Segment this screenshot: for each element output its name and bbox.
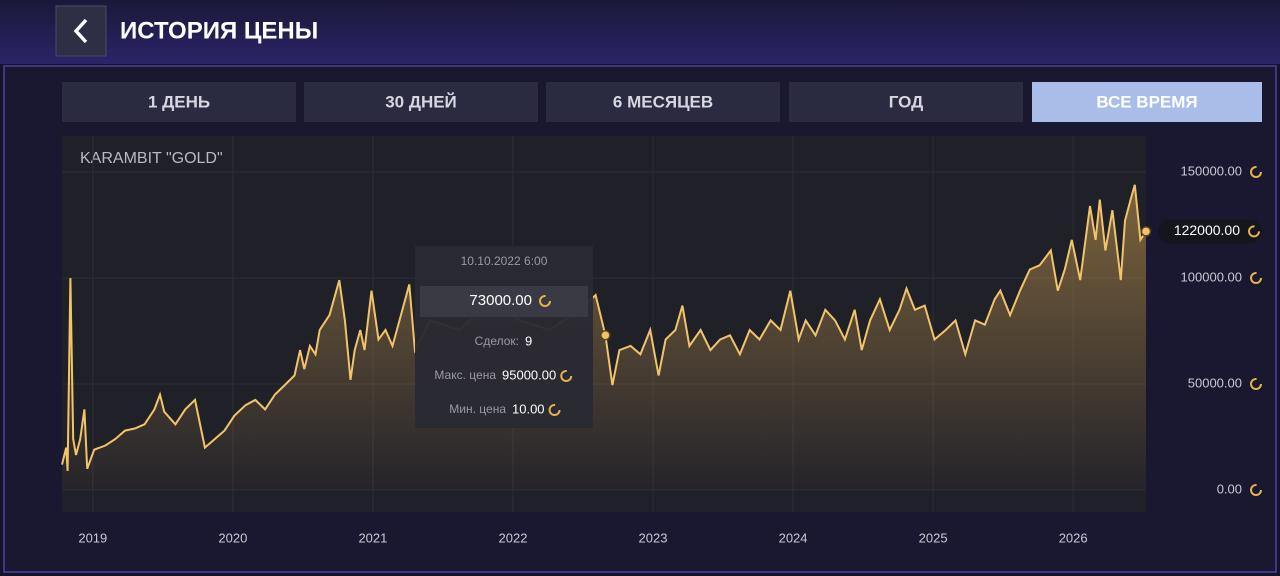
tab-label: ГОД: [889, 92, 924, 111]
tooltip-price: 73000.00: [469, 292, 532, 309]
currency-icon: [1250, 484, 1262, 496]
tooltip-label: Сделок:: [475, 334, 519, 348]
tab-label: 6 МЕСЯЦЕВ: [613, 92, 713, 111]
currency-icon: [548, 404, 561, 416]
tab-label: 30 ДНЕЙ: [385, 92, 457, 111]
tab[interactable]: [62, 82, 296, 122]
chart-title: KARAMBIT "GOLD": [80, 150, 223, 167]
tooltip-price-box: [420, 286, 588, 317]
top-bar: [0, 0, 1280, 64]
hover-marker: [600, 330, 611, 341]
tooltip-value: 95000.00: [502, 367, 556, 382]
currency-icon: [539, 295, 551, 307]
tab[interactable]: [1032, 82, 1262, 122]
tooltip-date: 10.10.2022 6:00: [461, 254, 548, 268]
back-button[interactable]: [55, 5, 107, 57]
tab[interactable]: [304, 82, 538, 122]
tab[interactable]: [789, 82, 1023, 122]
x-tick-label: 2022: [499, 530, 528, 545]
tooltip-label: Мин. цена: [449, 402, 506, 416]
tooltip-value: 9: [525, 333, 532, 348]
x-tick-label: 2021: [358, 530, 387, 545]
page-title: ИСТОРИЯ ЦЕНЫ: [120, 17, 318, 44]
tab[interactable]: [546, 82, 780, 122]
currency-icon: [1250, 166, 1262, 179]
currency-icon: [1248, 225, 1260, 238]
current-marker: [1140, 226, 1152, 237]
x-tick-label: 2020: [218, 530, 247, 545]
x-tick-label: 2019: [78, 530, 107, 545]
tooltip-label: Макс. цена: [434, 368, 496, 382]
x-tick-label: 2024: [779, 530, 808, 545]
currency-icon: [1250, 378, 1262, 391]
back-icon: [73, 18, 88, 44]
y-tick-label: 50000.00: [1188, 375, 1242, 390]
y-tick-label: 100000.00: [1181, 269, 1242, 284]
y-tick-label: 0.00: [1217, 481, 1242, 496]
current-value: 122000.00: [1174, 222, 1240, 238]
currency-icon: [1250, 272, 1262, 285]
price-line: [61, 184, 1147, 471]
y-tick-label: 150000.00: [1181, 163, 1242, 178]
current-value-badge: [1158, 219, 1262, 244]
x-tick-label: 2025: [919, 530, 948, 545]
tab-label: 1 ДЕНЬ: [148, 92, 210, 111]
tooltip: [415, 246, 593, 428]
tab-label: ВСЕ ВРЕМЯ: [1096, 92, 1197, 111]
x-tick-label: 2023: [639, 530, 668, 545]
currency-icon: [560, 370, 573, 382]
x-tick-label: 2026: [1059, 530, 1088, 545]
tooltip-value: 10.00: [512, 401, 545, 416]
